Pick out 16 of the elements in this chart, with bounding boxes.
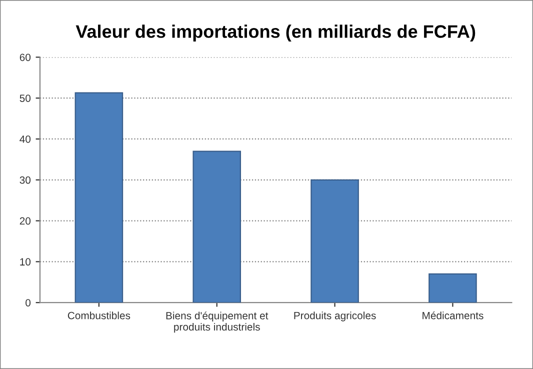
y-tick-label: 0 [26,299,31,306]
y-tick-label: 40 [20,135,31,143]
y-tick-label: 60 [20,54,31,62]
y-tick-label: 20 [20,217,31,225]
y-tick-label: 10 [20,258,31,266]
x-tick-label: Combustibles [68,312,130,320]
y-tick-label: 30 [20,176,31,184]
bar [428,273,477,303]
bar [74,92,124,303]
bar [310,179,359,303]
y-tick-label: 50 [20,94,31,102]
x-tick-label: Médicaments [422,311,484,320]
chart-title: Valeur des importations (en milliards de FCFA) [76,24,476,42]
x-tick-label: Biens d'équipement et produits industriels [166,312,268,333]
x-tick-label: Produits agricoles [294,312,376,322]
bar [192,150,242,303]
